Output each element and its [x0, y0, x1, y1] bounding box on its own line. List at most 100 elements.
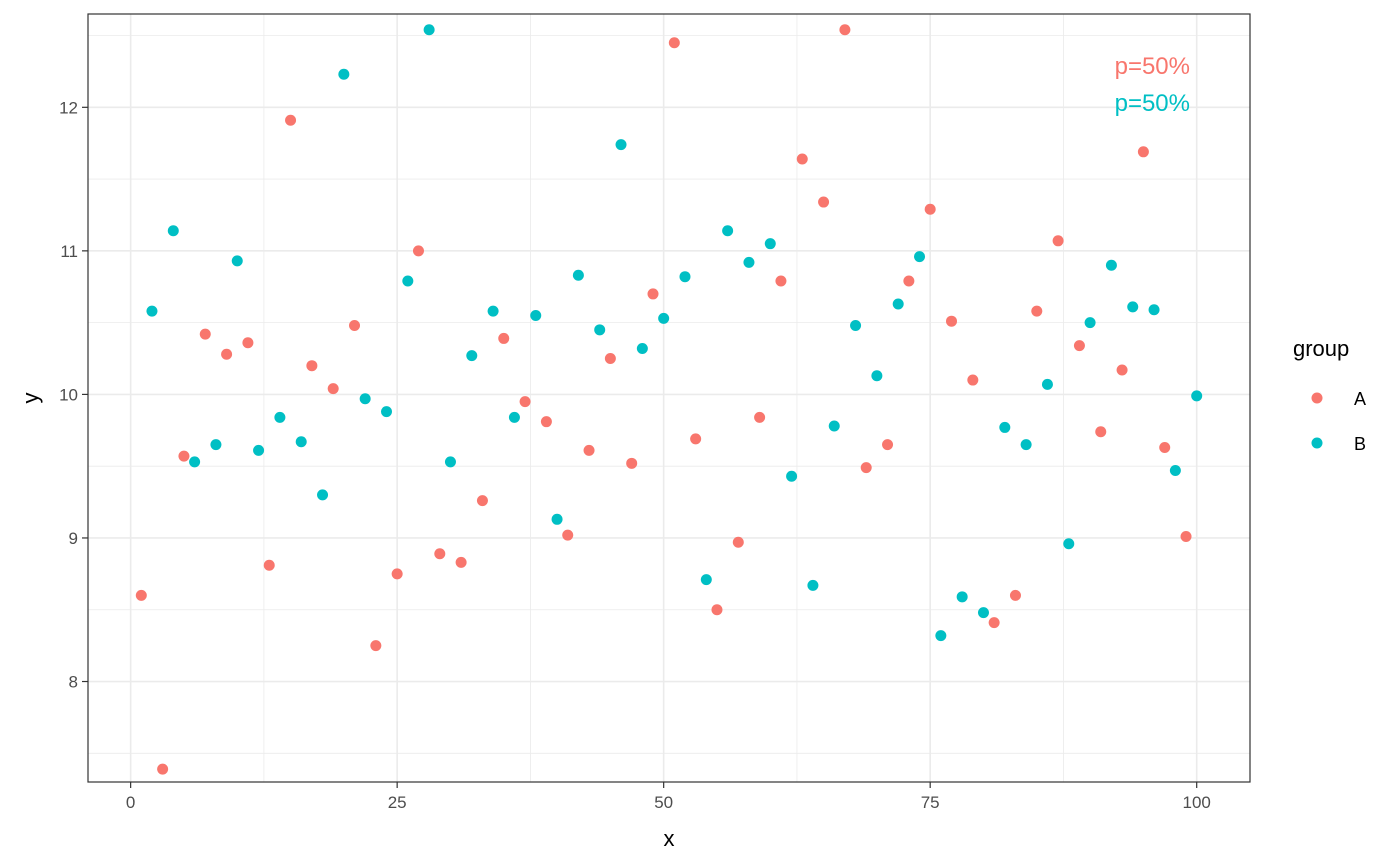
data-point-b — [402, 275, 414, 287]
data-point-b — [338, 68, 350, 80]
y-tick-label: 9 — [69, 529, 78, 548]
data-point-a — [370, 640, 382, 652]
x-tick-label: 0 — [126, 793, 135, 812]
data-point-a — [306, 360, 318, 372]
data-point-a — [391, 568, 403, 580]
data-point-b — [1191, 390, 1203, 402]
data-point-a — [455, 556, 467, 568]
data-point-b — [189, 456, 201, 468]
data-point-a — [903, 275, 915, 287]
data-points — [135, 24, 1203, 775]
data-point-a — [839, 24, 851, 36]
data-point-a — [732, 536, 744, 548]
data-point-a — [860, 462, 872, 474]
data-point-b — [210, 439, 222, 451]
data-point-b — [914, 251, 926, 263]
data-point-b — [508, 411, 520, 423]
data-point-b — [615, 139, 627, 151]
x-tick-label: 50 — [654, 793, 673, 812]
data-point-a — [818, 196, 830, 208]
data-point-b — [679, 271, 691, 283]
data-point-a — [519, 396, 531, 408]
data-point-b — [444, 456, 456, 468]
data-point-a — [540, 416, 552, 428]
data-point-b — [231, 255, 243, 267]
data-point-b — [658, 312, 670, 324]
data-point-a — [349, 320, 361, 332]
data-point-b — [977, 607, 989, 619]
data-point-a — [604, 353, 616, 365]
data-point-b — [1148, 304, 1160, 316]
data-point-a — [626, 457, 638, 469]
data-point-b — [530, 309, 542, 321]
data-point-a — [242, 337, 254, 349]
data-point-a — [1052, 235, 1064, 247]
legend: group A B — [1293, 336, 1366, 454]
data-point-a — [412, 245, 424, 257]
x-tick-label: 75 — [921, 793, 940, 812]
data-point-a — [498, 332, 510, 344]
x-axis-title: x — [664, 826, 675, 851]
data-point-a — [327, 383, 339, 395]
data-point-b — [1169, 464, 1181, 476]
data-point-a — [221, 348, 233, 360]
data-point-b — [850, 320, 862, 332]
data-point-a — [1009, 589, 1021, 601]
major-gridlines — [88, 14, 1250, 782]
minor-gridlines — [88, 14, 1250, 782]
data-point-b — [274, 411, 286, 423]
data-point-a — [668, 37, 680, 49]
x-tick-label: 25 — [388, 793, 407, 812]
data-point-b — [487, 305, 499, 317]
data-point-b — [253, 444, 265, 456]
data-point-a — [1180, 531, 1192, 543]
data-point-a — [754, 411, 766, 423]
data-point-b — [700, 574, 712, 586]
data-point-a — [263, 559, 275, 571]
data-point-b — [999, 421, 1011, 433]
data-point-b — [722, 225, 734, 237]
data-point-b — [1105, 259, 1117, 271]
data-point-a — [1137, 146, 1149, 158]
legend-label-a: A — [1354, 389, 1366, 409]
data-point-a — [882, 439, 894, 451]
data-point-b — [956, 591, 968, 603]
data-point-b — [1063, 538, 1075, 550]
data-point-a — [199, 328, 211, 340]
data-point-b — [807, 579, 819, 591]
data-point-a — [1095, 426, 1107, 438]
data-point-b — [892, 298, 904, 310]
y-tick-label: 10 — [59, 385, 78, 404]
data-point-a — [1031, 305, 1043, 317]
data-point-b — [828, 420, 840, 432]
data-point-a — [476, 495, 488, 507]
data-point-a — [775, 275, 787, 287]
data-point-a — [285, 114, 297, 126]
data-point-b — [786, 470, 798, 482]
data-point-b — [1127, 301, 1139, 313]
annotation-a: p=50% — [1115, 53, 1190, 80]
data-point-b — [146, 305, 158, 317]
data-point-a — [157, 763, 169, 775]
data-point-b — [636, 342, 648, 354]
data-point-b — [551, 513, 563, 525]
data-point-a — [690, 433, 702, 445]
data-point-a — [135, 589, 147, 601]
data-point-a — [1159, 442, 1171, 454]
legend-key-a — [1311, 392, 1323, 404]
legend-label-b: B — [1354, 434, 1366, 454]
data-point-b — [359, 393, 371, 405]
x-axis-ticks: 0 25 50 75 100 — [126, 782, 1211, 812]
data-point-b — [466, 350, 478, 362]
data-point-b — [1041, 378, 1053, 390]
data-point-a — [1073, 340, 1085, 352]
data-point-a — [647, 288, 659, 300]
y-axis-title: y — [18, 393, 43, 404]
data-point-a — [1116, 364, 1128, 376]
data-point-a — [924, 203, 936, 215]
data-point-b — [167, 225, 179, 237]
data-point-b — [317, 489, 329, 501]
data-point-a — [178, 450, 190, 462]
data-point-b — [295, 436, 307, 448]
